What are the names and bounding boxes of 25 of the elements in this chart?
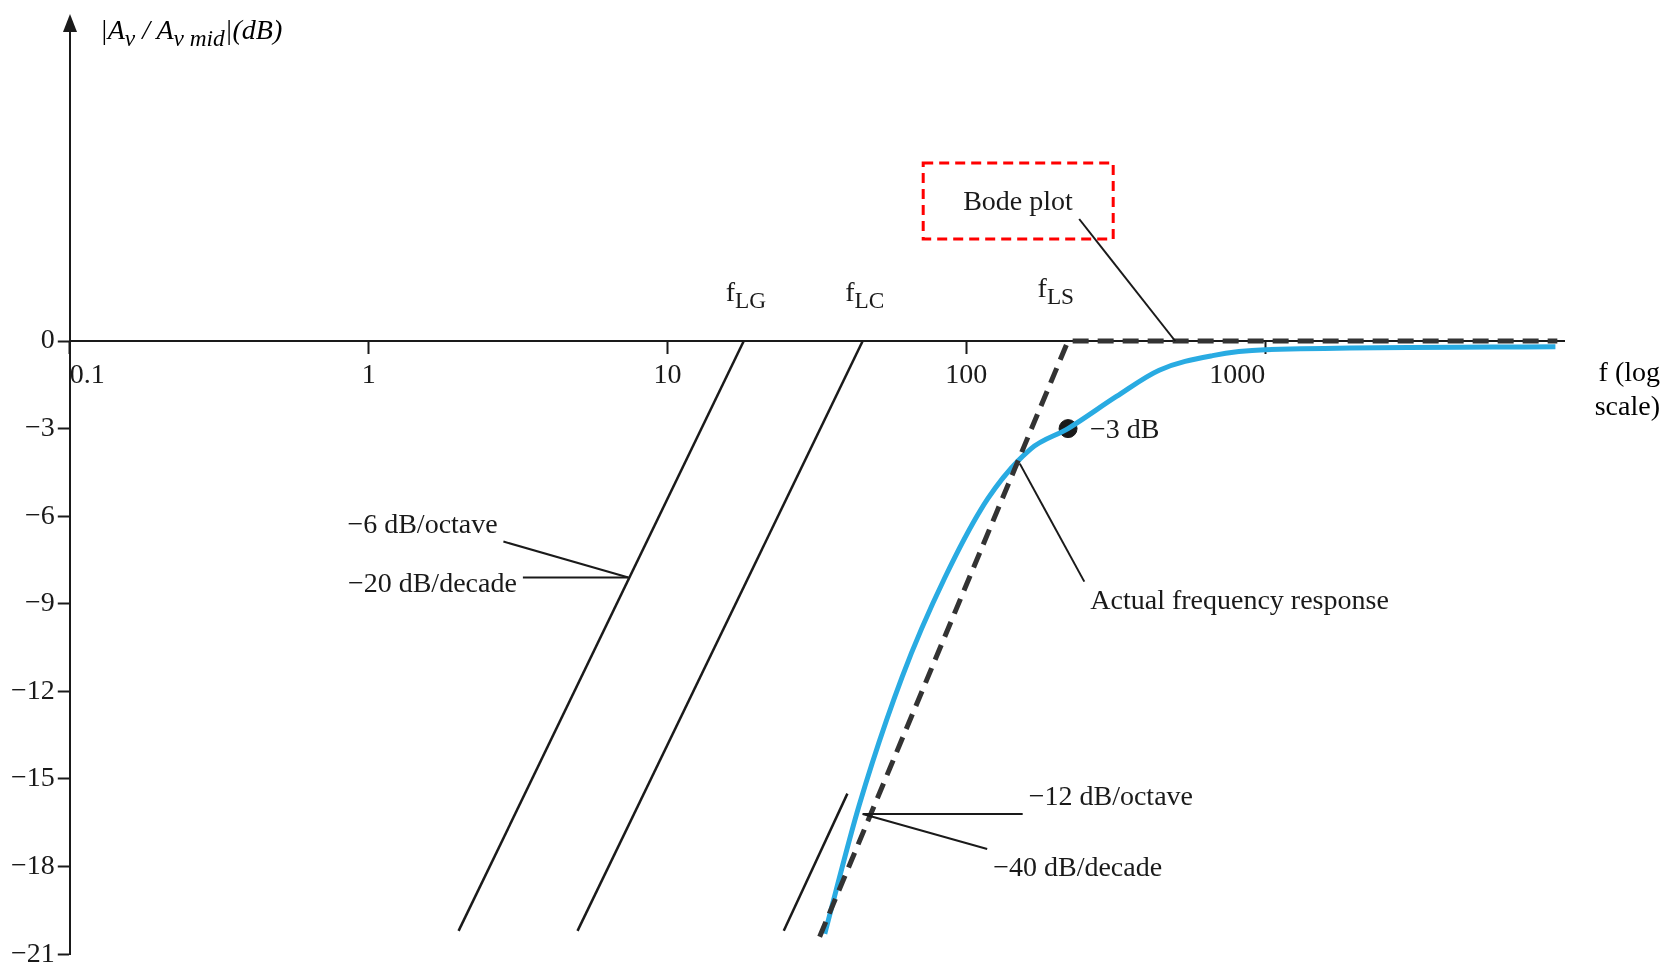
y-tick-label: −18 [10, 848, 55, 880]
y-tick-label: 0 [40, 323, 55, 355]
annotation: Bode plot [963, 185, 1073, 216]
annotation: Actual frequency response [1090, 583, 1389, 615]
annotation: f$_{LC}$ [845, 276, 885, 313]
x-tick-label: 10 [653, 358, 682, 390]
annotation: −12 dB/octave [1028, 780, 1193, 812]
y-tick-label: −12 [10, 673, 55, 705]
annotation: −3 dB [1090, 412, 1160, 444]
y-tick-label: −21 [10, 936, 55, 968]
annotation: f$_{LG}$ [725, 276, 767, 313]
y-tick-label: −6 [24, 498, 55, 530]
x-tick-label: 100 [945, 358, 988, 390]
y-tick-label: −9 [24, 586, 55, 618]
annotation: −20 dB/decade [347, 566, 517, 598]
y-tick-label: −3 [24, 410, 55, 442]
y-tick-label: −15 [10, 761, 55, 793]
x-tick-label: 0.1 [69, 358, 105, 390]
x-tick-label: 1000 [1209, 358, 1266, 390]
annotation: f$_{LS}$ [1037, 272, 1075, 309]
annotation: −40 dB/decade [993, 851, 1163, 883]
annotation: −6 dB/octave [347, 507, 498, 539]
x-tick-label: 1 [361, 358, 376, 390]
x-axis-title: f (log scale) [1593, 355, 1660, 423]
y-axis-title: |A$_{v}$ / A$_{v mid}$|(dB) [100, 14, 283, 52]
